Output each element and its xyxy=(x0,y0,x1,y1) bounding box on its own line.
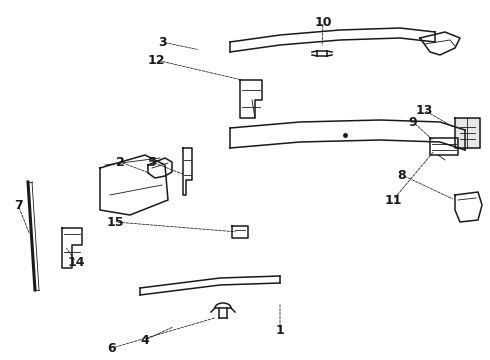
Text: 12: 12 xyxy=(147,54,165,67)
Text: 9: 9 xyxy=(409,116,417,129)
Text: 11: 11 xyxy=(384,194,402,207)
Text: 7: 7 xyxy=(14,198,23,212)
Text: 2: 2 xyxy=(116,156,124,168)
Text: 14: 14 xyxy=(67,256,85,269)
Text: 6: 6 xyxy=(108,342,116,355)
Text: 1: 1 xyxy=(275,324,284,337)
Text: 13: 13 xyxy=(416,104,433,117)
Text: 15: 15 xyxy=(106,216,124,229)
Text: 10: 10 xyxy=(314,15,332,28)
Polygon shape xyxy=(455,118,480,148)
Text: 4: 4 xyxy=(141,333,149,346)
Text: 8: 8 xyxy=(398,168,406,181)
Text: 5: 5 xyxy=(147,156,156,168)
Text: 3: 3 xyxy=(158,36,166,49)
